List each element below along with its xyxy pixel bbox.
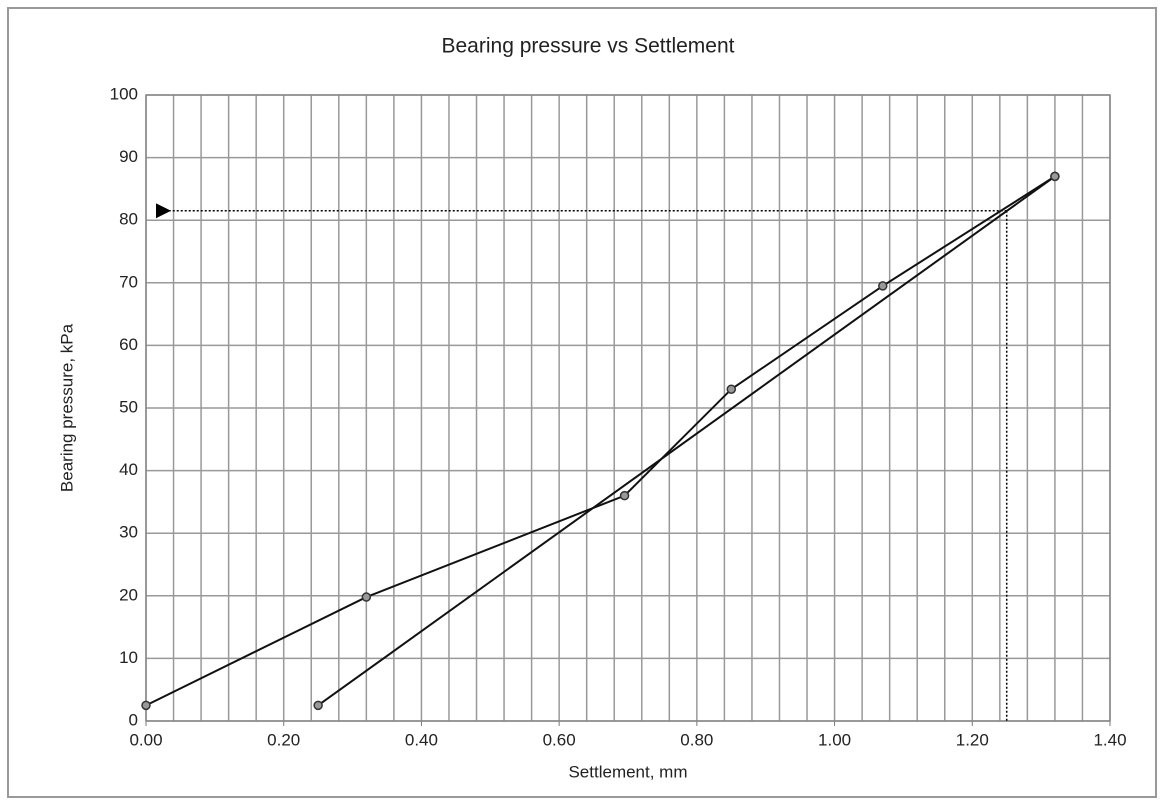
y-tick-label: 10 xyxy=(119,648,138,667)
y-tick-label: 50 xyxy=(119,397,138,416)
x-tick-label: 0.80 xyxy=(680,730,713,749)
series-line xyxy=(145,175,1056,707)
frame xyxy=(7,7,1157,798)
y-tick-label: 40 xyxy=(119,460,138,479)
series-line xyxy=(317,175,1056,707)
point xyxy=(878,281,888,291)
x-tick-label: 0.40 xyxy=(405,730,438,749)
y-tick-label: 0 xyxy=(129,710,138,729)
x-tick-label: 0.00 xyxy=(129,730,162,749)
x-tick-label: 1.20 xyxy=(956,730,989,749)
y-axis-label: Bearing pressure, kPa xyxy=(57,323,76,492)
point xyxy=(361,592,372,602)
point xyxy=(726,384,737,394)
x-axis-label: Settlement, mm xyxy=(568,762,687,781)
x-tick-label: 1.00 xyxy=(818,730,851,749)
y-tick-label: 80 xyxy=(119,210,138,229)
point xyxy=(619,490,630,501)
y-tick-label: 90 xyxy=(119,147,138,166)
point xyxy=(1050,171,1060,182)
point xyxy=(313,700,323,711)
y-tick-label: 30 xyxy=(119,523,138,542)
plot-border xyxy=(145,94,1111,722)
y-tick-label: 100 xyxy=(110,84,138,103)
chart-title: Bearing pressure vs Settlement xyxy=(442,35,735,58)
x-tick-label: 0.60 xyxy=(543,730,576,749)
y-tick-label: 60 xyxy=(119,335,138,354)
x-tick-label: 1.40 xyxy=(1093,730,1126,749)
point xyxy=(141,700,151,711)
x-tick-label: 0.20 xyxy=(267,730,300,749)
y-tick-label: 70 xyxy=(119,272,138,291)
y-tick-label: 20 xyxy=(119,585,138,604)
